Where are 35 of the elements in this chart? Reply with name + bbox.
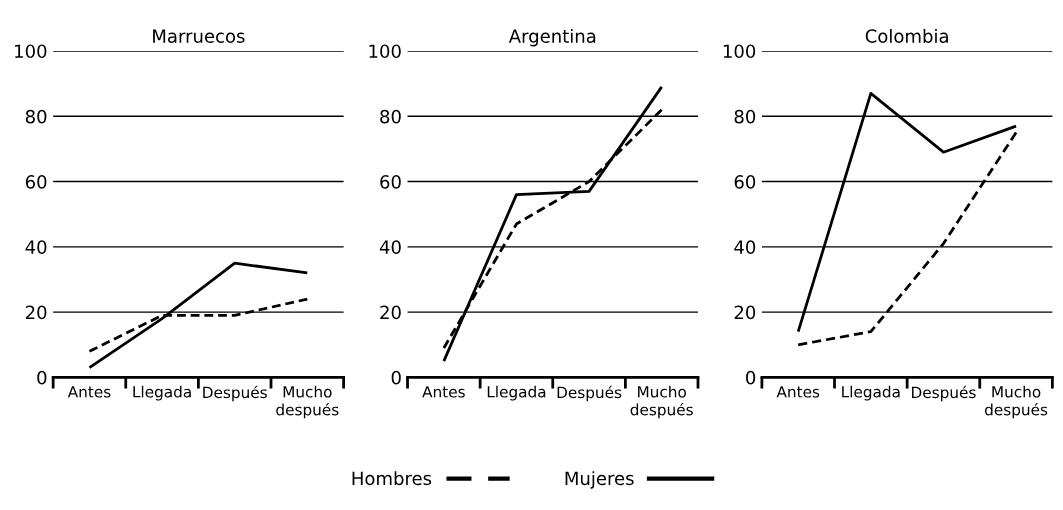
y-tick-label: 0 — [391, 370, 401, 385]
legend-label: Hombres — [352, 471, 432, 486]
x-tick-label: Llegada — [133, 385, 191, 401]
y-tick-label: 80 — [25, 109, 47, 124]
legend-label: Mujeres — [565, 471, 634, 489]
y-tick-label: 80 — [380, 109, 401, 124]
y-tick-label: 0 — [37, 370, 47, 385]
x-tick-label: Mucho después — [276, 385, 339, 419]
y-tick-label: 100 — [15, 44, 47, 59]
x-tick-label: Antes — [776, 386, 820, 398]
chart-title: Colombia — [865, 28, 948, 43]
x-tick-label: Mucho después — [985, 385, 1048, 419]
chart-title: Marruecos — [153, 29, 245, 43]
x-tick-label: Antes — [422, 386, 465, 398]
y-tick-label: 100 — [723, 44, 756, 59]
y-tick-label: 40 — [734, 240, 756, 254]
y-tick-label: 80 — [734, 109, 756, 124]
y-tick-label: 20 — [380, 305, 401, 320]
y-tick-label: 60 — [380, 175, 401, 189]
x-tick-label: Después — [912, 385, 976, 402]
y-tick-label: 100 — [369, 44, 401, 59]
x-tick-label: Después — [557, 385, 622, 402]
y-tick-label: 20 — [734, 305, 756, 320]
y-tick-label: 60 — [25, 175, 47, 189]
x-tick-label: Llegada — [842, 385, 900, 401]
y-tick-label: 20 — [25, 305, 47, 320]
y-tick-label: 60 — [734, 175, 756, 189]
chart-title: Argentina — [508, 28, 596, 47]
y-tick-label: 40 — [25, 240, 47, 254]
x-tick-label: Llegada — [487, 385, 546, 401]
x-tick-label: Antes — [67, 386, 111, 398]
x-tick-label: Mucho después — [630, 385, 693, 419]
x-tick-label: Después — [203, 385, 267, 402]
y-tick-label: 0 — [746, 370, 756, 385]
y-tick-label: 40 — [379, 240, 401, 254]
